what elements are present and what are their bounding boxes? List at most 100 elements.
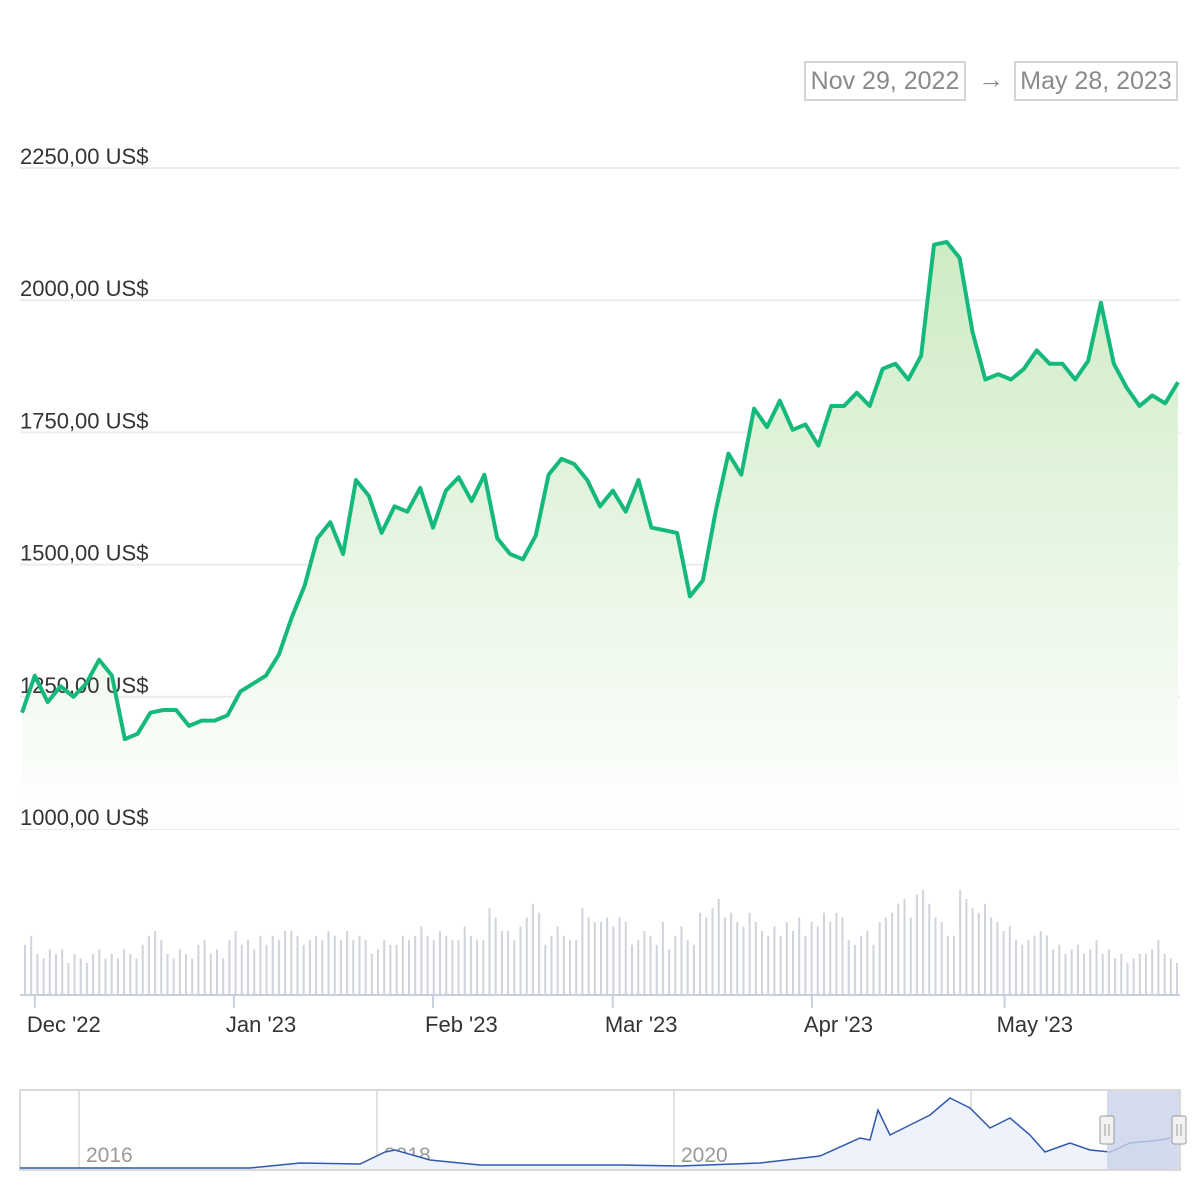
navigator-selected-range[interactable]: [1107, 1091, 1179, 1169]
volume-bar: [953, 935, 955, 995]
volume-bar: [389, 944, 392, 995]
volume-bar: [1101, 953, 1104, 995]
volume-bar: [346, 931, 349, 995]
volume-bar: [798, 917, 801, 995]
volume-bar: [761, 931, 763, 995]
volume-bar: [866, 931, 869, 995]
volume-bar: [240, 944, 243, 995]
volume-bar: [42, 958, 45, 995]
volume-bar: [228, 940, 231, 995]
volume-bar: [166, 953, 169, 995]
volume-bar: [531, 903, 534, 995]
volume-bar: [692, 944, 695, 995]
volume-bar: [370, 953, 373, 995]
navigator-year-label: 2016: [86, 1144, 133, 1167]
volume-bar: [581, 908, 584, 995]
x-axis-ticks: Dec '22 Jan '23 Feb '23 Mar '23 Apr '23 May '…: [27, 995, 1073, 1037]
volume-bar: [668, 949, 671, 995]
volume-bar: [544, 944, 547, 995]
volume-bar: [686, 940, 689, 995]
volume-bar: [104, 958, 107, 995]
volume-bar: [420, 926, 423, 995]
volume-bar: [321, 940, 324, 995]
volume-bar: [934, 917, 937, 995]
volume-bar: [593, 922, 596, 995]
volume-bar: [1089, 949, 1092, 995]
volume-bar: [1052, 949, 1055, 995]
volume-bar: [723, 917, 726, 995]
navigator[interactable]: 2016201820202022: [19, 1089, 1187, 1171]
volume-bar: [990, 917, 993, 995]
volume-bar: [860, 935, 863, 995]
y-tick-label: 2250,00 US$: [20, 144, 148, 169]
volume-bar: [884, 917, 887, 995]
volume-bar: [1120, 953, 1123, 995]
volume-bar: [302, 944, 305, 995]
date-range-from-input[interactable]: Nov 29, 2022: [804, 61, 966, 101]
volume-bar: [216, 949, 218, 995]
volume-bar: [977, 912, 980, 995]
y-axis-labels: 2250,00 US$ 2000,00 US$ 1750,00 US$ 1500,00…: [20, 144, 148, 830]
volume-bar: [253, 949, 256, 995]
volume-bar: [457, 940, 460, 995]
volume-bar: [711, 908, 714, 995]
x-tick-label: Feb '23: [425, 1012, 498, 1037]
volume-bar: [649, 935, 652, 995]
volume-bar: [1064, 953, 1067, 995]
volume-bar: [909, 917, 912, 995]
date-range-to-input[interactable]: May 28, 2023: [1014, 61, 1178, 101]
volume-bar: [482, 940, 485, 995]
volume-bar: [661, 922, 664, 995]
volume-bar: [940, 922, 943, 995]
volume-bar: [569, 940, 571, 995]
volume-bar: [915, 894, 918, 995]
volume-bar: [36, 953, 39, 995]
volume-bar: [327, 931, 330, 995]
volume-bar: [525, 917, 528, 995]
volume-bar: [513, 940, 516, 995]
volume-bar: [339, 940, 342, 995]
volume-bar: [271, 935, 274, 995]
volume-bar: [705, 917, 708, 995]
navigator-line: [20, 1097, 1171, 1169]
volume-bar: [364, 940, 367, 995]
price-line: [20, 240, 1180, 742]
volume-bar: [191, 958, 194, 995]
volume-bar: [426, 935, 429, 995]
volume-bar: [1151, 949, 1154, 995]
volume-bar: [959, 890, 962, 995]
volume-bar: [816, 926, 819, 995]
volume-bar: [1039, 931, 1042, 995]
volume-bar: [823, 912, 825, 995]
volume-bar: [432, 940, 435, 995]
volume-bar: [736, 922, 739, 995]
volume-bar: [333, 935, 336, 995]
volume-bar: [160, 940, 163, 995]
volume-bar: [643, 931, 646, 995]
volume-bar: [1163, 953, 1166, 995]
volume-bar: [445, 935, 448, 995]
volume-bar: [829, 922, 832, 995]
navigator-year-label: 2020: [681, 1144, 728, 1167]
volume-bar: [172, 958, 175, 995]
volume-bar: [110, 953, 113, 995]
volume-bar: [804, 935, 807, 995]
volume-bar: [680, 926, 683, 995]
volume-bar: [79, 958, 82, 995]
volume-bar: [55, 953, 57, 995]
volume-bar: [575, 940, 578, 995]
volume-bar: [308, 940, 311, 995]
volume-bar: [408, 940, 410, 995]
volume-bar: [767, 935, 770, 995]
volume-bar: [395, 944, 398, 995]
volume-bar: [1070, 949, 1073, 995]
x-tick-label: Mar '23: [605, 1012, 678, 1037]
navigator-right-handle[interactable]: [1171, 1115, 1187, 1145]
volume-bar: [1138, 953, 1141, 995]
navigator-left-handle[interactable]: [1099, 1115, 1115, 1145]
volume-bar: [147, 935, 150, 995]
volume-bar: [129, 953, 132, 995]
volume-bar: [123, 949, 126, 995]
volume-bar: [897, 903, 900, 995]
